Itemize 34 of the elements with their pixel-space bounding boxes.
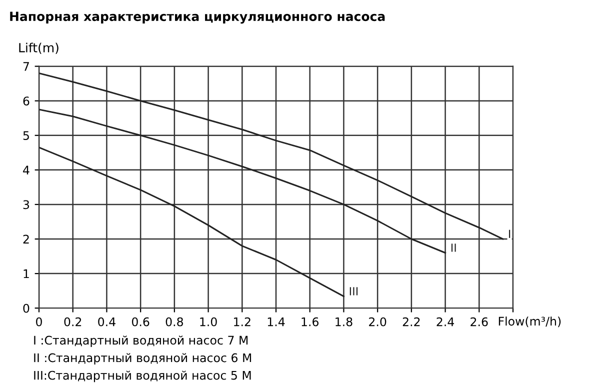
text: II :Стандартный водяной насос 6 M [34, 353, 252, 365]
x-tick-label: 2.0 [369, 317, 386, 326]
y-tick-label: 7 [23, 62, 29, 71]
y-tick-label: 0 [23, 304, 30, 313]
x-tick-label: 2.6 [470, 317, 488, 326]
x-tick-label: 0.6 [132, 317, 150, 326]
y-tick-label: 1 [24, 269, 29, 278]
y-tick-label: 6 [23, 96, 30, 106]
line-series [39, 146, 344, 298]
series-label: III [350, 287, 358, 296]
x-axis-title: Flow(m³/h) [498, 316, 561, 328]
x-tick-label: 1.2 [234, 317, 250, 326]
y-tick-label: 2 [23, 234, 29, 244]
text: I :Стандартный водяной насос 7 M [34, 336, 248, 347]
x-tick-label: 0.2 [64, 317, 82, 326]
x-tick-label: 0.8 [166, 317, 184, 326]
x-tick-label: 1.0 [200, 317, 217, 326]
line-series [39, 72, 504, 240]
y-axis-title: Lift(m) [19, 42, 58, 54]
y-tick-label: 3 [23, 200, 30, 210]
line-series [39, 108, 446, 254]
x-tick-label: 1.6 [302, 317, 318, 326]
x-tick-label: 2.4 [436, 317, 454, 326]
series-label: I [509, 230, 510, 238]
chart-title: Напорная характеристика циркуляционного насоса [10, 12, 385, 24]
y-tick-label: 4 [23, 166, 30, 174]
x-tick-label: 0.4 [98, 317, 116, 326]
x-tick-label: 1.8 [336, 317, 352, 326]
series-label: II [451, 244, 456, 252]
x-tick-label: 1.4 [268, 317, 285, 326]
y-tick-label: 5 [23, 131, 29, 140]
x-tick-label: 2.2 [402, 317, 420, 326]
x-tick-label: 0 [36, 317, 42, 326]
text: III:Стандартный водяной насос 5 M [34, 370, 251, 382]
